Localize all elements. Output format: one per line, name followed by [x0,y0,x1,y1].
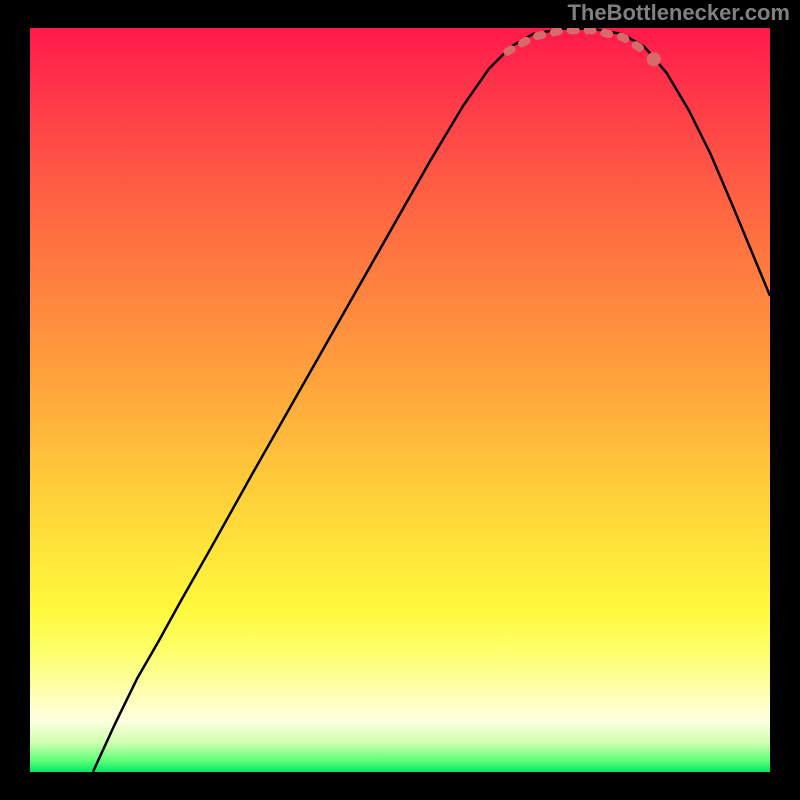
chart-svg [0,0,800,800]
highlight-end-dot [647,52,661,66]
chart-container: TheBottlenecker.com [0,0,800,800]
plot-background [30,28,770,772]
watermark-text: TheBottlenecker.com [567,0,790,26]
